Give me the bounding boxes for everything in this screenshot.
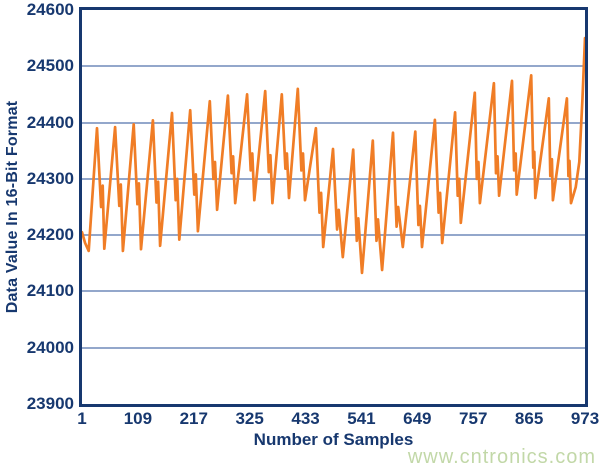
horizontal-gridline (82, 121, 585, 124)
y-tick-label: 24400 (26, 112, 74, 132)
x-axis-title: Number of Samples (253, 430, 414, 449)
x-tick-label: 433 (291, 409, 320, 428)
data-series-line (82, 36, 585, 275)
y-tick-label: 24300 (26, 168, 74, 188)
x-tick-label: 217 (179, 409, 208, 428)
x-tick-label: 109 (123, 409, 153, 428)
x-tick-label: 649 (403, 409, 432, 428)
y-tick-label: 24100 (26, 281, 74, 301)
data-series-svg (82, 36, 585, 275)
x-tick-label: 325 (235, 409, 264, 428)
y-axis-title: Data Value In 16-Bit Format (4, 100, 21, 314)
y-tick-label: 23900 (26, 394, 74, 413)
x-tick-label: 865 (514, 409, 544, 428)
x-tick-label: 1 (77, 409, 87, 428)
y-tick-label: 24600 (26, 0, 74, 19)
horizontal-gridline (82, 234, 585, 237)
x-tick-label: 973 (570, 409, 600, 428)
y-tick-label: 24200 (26, 225, 74, 245)
horizontal-gridline (82, 290, 585, 293)
y-tick-label: 24000 (26, 337, 74, 357)
x-tick-label: 757 (459, 409, 488, 428)
horizontal-gridline (82, 346, 585, 349)
horizontal-gridline (82, 65, 585, 68)
plot-area (79, 7, 588, 407)
x-tick-label: 541 (347, 409, 376, 428)
watermark-text: www.cntronics.com (407, 446, 596, 468)
y-tick-label: 24500 (26, 56, 74, 76)
